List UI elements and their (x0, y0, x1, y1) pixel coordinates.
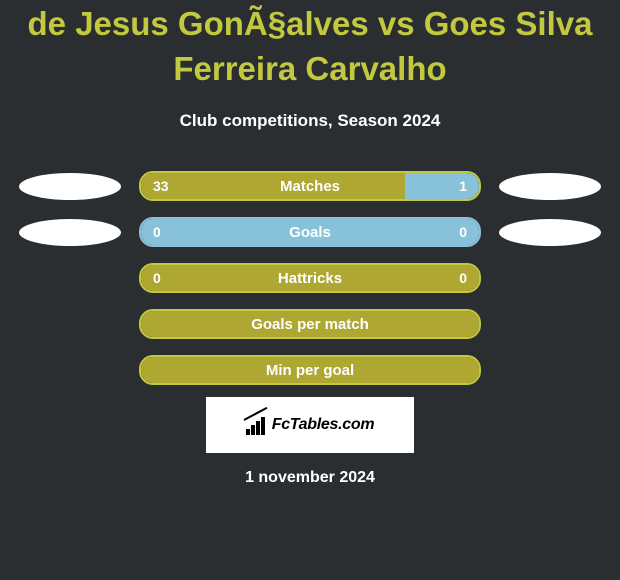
stat-value-right: 0 (459, 270, 467, 286)
stat-row: 33Matches1 (0, 171, 620, 201)
stat-rows: 33Matches10Goals00Hattricks0Goals per ma… (0, 171, 620, 385)
player-oval-right (499, 219, 601, 246)
stat-row: 0Hattricks0 (0, 263, 620, 293)
stat-row: 0Goals0 (0, 217, 620, 247)
stat-label: Hattricks (141, 270, 479, 287)
comparison-infographic: de Jesus GonÃ§alves vs Goes Silva Ferrei… (0, 0, 620, 580)
stat-label: Goals (141, 224, 479, 241)
stat-label: Matches (141, 178, 479, 195)
stat-bar: 0Hattricks0 (139, 263, 481, 293)
stat-value-right: 1 (459, 178, 467, 194)
stat-bar: Goals per match (139, 309, 481, 339)
player-oval-right (499, 173, 601, 200)
page-title: de Jesus GonÃ§alves vs Goes Silva Ferrei… (0, 2, 620, 91)
stat-value-right: 0 (459, 224, 467, 240)
date-label: 1 november 2024 (0, 469, 620, 487)
stat-label: Min per goal (141, 362, 479, 379)
stat-bar: 0Goals0 (139, 217, 481, 247)
stat-row: Goals per match (0, 309, 620, 339)
player-oval-left (19, 173, 121, 200)
stat-label: Goals per match (141, 316, 479, 333)
logo-text: FcTables.com (272, 416, 375, 434)
stat-bar: 33Matches1 (139, 171, 481, 201)
stat-row: Min per goal (0, 355, 620, 385)
subtitle: Club competitions, Season 2024 (0, 111, 620, 131)
stat-bar: Min per goal (139, 355, 481, 385)
logo-box: FcTables.com (206, 397, 414, 453)
logo-chart-icon (246, 415, 268, 435)
player-oval-left (19, 219, 121, 246)
